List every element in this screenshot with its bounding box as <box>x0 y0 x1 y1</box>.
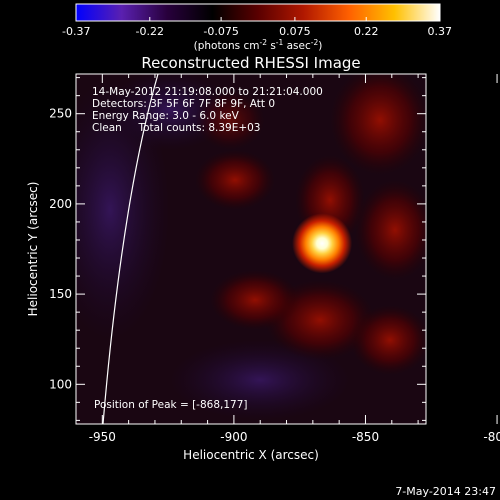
colorbar-label: (photons cm-2 s-1 asec-2) <box>194 38 323 52</box>
annotation-time: 14-May-2012 21:19:08.000 to 21:21:04.000 <box>92 86 323 98</box>
y-tick-label: 250 <box>49 107 72 121</box>
x-tick-label: -850 <box>352 430 379 444</box>
x-axis-title: Heliocentric X (arcsec) <box>183 448 319 462</box>
plot-frame <box>75 73 427 425</box>
colorbar-tick-label: -0.37 <box>62 25 90 38</box>
solar-limb-curve <box>102 74 159 424</box>
colorbar-tick-label: -0.075 <box>203 25 238 38</box>
colorbar-tick-label: 0.22 <box>354 25 379 38</box>
y-tick-label: 150 <box>49 287 72 301</box>
annotation-energy: Energy Range: 3.0 - 6.0 keV <box>92 110 240 122</box>
flare-peak <box>292 213 353 274</box>
annotation-detectors: Detectors: 3F 5F 6F 7F 8F 9F, Att 0 <box>92 98 275 110</box>
generation-timestamp: 7-May-2014 23:47 <box>395 485 496 498</box>
x-tick-label: -950 <box>89 430 116 444</box>
heatmap-image <box>76 74 426 424</box>
colorbar-tick-label: -0.22 <box>136 25 164 38</box>
annotation-counts: Clean Total counts: 8.39E+03 <box>92 122 261 134</box>
peak-position-label: Position of Peak = [-868,177] <box>94 399 248 411</box>
y-tick-label: 100 <box>49 377 72 391</box>
y-axis-title: Heliocentric Y (arcsec) <box>26 182 40 317</box>
x-tick-label: -900 <box>220 430 247 444</box>
y-tick-label: 200 <box>49 197 72 211</box>
chart-title: Reconstructed RHESSI Image <box>141 54 360 72</box>
colorbar-tick-label: 0.075 <box>279 25 311 38</box>
annotation-block: 14-May-2012 21:19:08.000 to 21:21:04.000… <box>92 86 323 134</box>
x-tick-label: -800 <box>483 430 500 444</box>
colorbar-ticks: -0.37 -0.22 -0.075 0.075 0.22 0.37 <box>62 17 452 38</box>
axis-ticks: -950 -900 -850 -800 100 150 200 250 <box>49 74 500 444</box>
colorbar-tick-label: 0.37 <box>428 25 453 38</box>
colorbar <box>75 3 441 22</box>
